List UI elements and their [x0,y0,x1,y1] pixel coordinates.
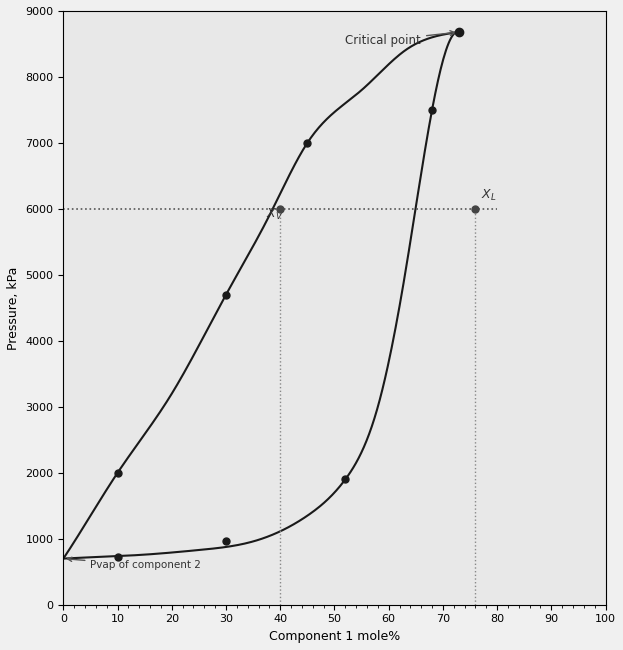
Text: $X_L$: $X_L$ [481,188,497,203]
Text: Critical point: Critical point [345,31,455,47]
Text: $X_V$: $X_V$ [266,207,283,222]
X-axis label: Component 1 mole%: Component 1 mole% [269,630,400,643]
Text: Pvap of component 2: Pvap of component 2 [68,557,201,571]
Y-axis label: Pressure, kPa: Pressure, kPa [7,266,20,350]
